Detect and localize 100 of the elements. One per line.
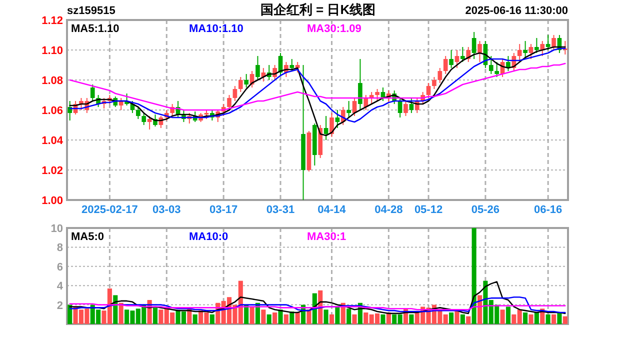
line-series bbox=[69, 281, 566, 314]
text: sz159515 bbox=[67, 5, 116, 17]
y-tick-label: 6 bbox=[56, 261, 63, 274]
candlestick bbox=[472, 32, 476, 60]
bar bbox=[562, 316, 568, 324]
candlestick bbox=[540, 40, 545, 56]
candlestick bbox=[488, 56, 494, 74]
y-tick-label: 8 bbox=[56, 242, 63, 254]
candlestick bbox=[238, 76, 243, 92]
candlestick bbox=[409, 98, 414, 114]
candlestick bbox=[227, 94, 232, 110]
candlestick bbox=[546, 34, 550, 50]
bar bbox=[477, 295, 482, 324]
x-tick-label: 2025-02-17 bbox=[82, 204, 138, 216]
bar bbox=[272, 312, 278, 324]
bar bbox=[523, 312, 528, 324]
bar bbox=[460, 314, 465, 324]
candlestick bbox=[272, 64, 277, 80]
bar bbox=[152, 306, 158, 324]
text: MA10:1.10 bbox=[189, 23, 244, 35]
candlestick bbox=[478, 40, 482, 62]
text: 2025-06-16 11:30:00 bbox=[465, 5, 568, 17]
text: MA30:1 bbox=[307, 231, 346, 243]
candlestick bbox=[90, 84, 95, 102]
candlestick bbox=[256, 56, 260, 80]
candlestick bbox=[244, 74, 248, 88]
candlestick bbox=[375, 88, 380, 102]
bar bbox=[261, 310, 266, 324]
bar bbox=[250, 306, 254, 324]
bar bbox=[546, 314, 550, 324]
candlestick bbox=[358, 58, 362, 110]
x-tick-label: 04-28 bbox=[374, 204, 403, 216]
x-tick-label: 04-14 bbox=[318, 204, 347, 216]
text: MA30:1.09 bbox=[307, 23, 362, 35]
candlestick bbox=[494, 62, 499, 78]
candlestick bbox=[147, 116, 152, 130]
bar bbox=[346, 308, 352, 324]
bar bbox=[534, 312, 539, 324]
candlestick bbox=[290, 58, 294, 72]
candlestick bbox=[460, 46, 465, 62]
bar bbox=[409, 314, 414, 324]
bar bbox=[295, 312, 300, 324]
candlestick bbox=[335, 110, 340, 128]
bar bbox=[192, 314, 198, 324]
y-tick-label: 1.02 bbox=[42, 165, 63, 177]
candlestick bbox=[454, 50, 460, 68]
bar bbox=[500, 310, 505, 324]
y-tick-label: 1.06 bbox=[42, 105, 63, 117]
x-tick-label: 05-26 bbox=[471, 204, 500, 216]
bar bbox=[551, 314, 556, 324]
candlestick bbox=[232, 86, 238, 102]
x-tick-label: 05-12 bbox=[414, 204, 443, 216]
y-tick-label: 1.04 bbox=[42, 135, 64, 147]
bar bbox=[324, 310, 328, 324]
chart-title: 国企红利 = 日K线图 bbox=[260, 2, 376, 17]
bar bbox=[329, 314, 334, 324]
candlestick bbox=[517, 44, 522, 62]
candlestick bbox=[432, 76, 436, 90]
candlestick bbox=[534, 38, 539, 54]
y-tick-label: 10 bbox=[50, 223, 63, 235]
y-tick-label: 1.10 bbox=[42, 45, 63, 57]
candlestick bbox=[136, 106, 140, 120]
x-tick-label: 03-31 bbox=[266, 204, 295, 216]
text: MA10:0 bbox=[189, 231, 228, 243]
candlestick bbox=[552, 34, 556, 50]
bar bbox=[528, 314, 534, 324]
candlestick bbox=[364, 94, 368, 110]
candlestick bbox=[330, 112, 334, 138]
candlestick bbox=[404, 100, 408, 116]
bar bbox=[449, 312, 454, 324]
bar bbox=[210, 314, 214, 324]
bar bbox=[466, 316, 471, 324]
candlestick bbox=[449, 50, 454, 68]
candlestick bbox=[438, 68, 442, 84]
text: MA5:0 bbox=[71, 231, 104, 243]
bar bbox=[278, 310, 283, 324]
candlestick bbox=[346, 100, 351, 118]
bar bbox=[506, 306, 510, 324]
candlestick bbox=[324, 116, 328, 140]
y-tick-label: 1.12 bbox=[42, 15, 63, 27]
line-series bbox=[69, 296, 566, 314]
bar bbox=[557, 312, 562, 324]
candlestick bbox=[142, 112, 146, 126]
candlestick bbox=[523, 40, 528, 60]
bar bbox=[284, 314, 288, 324]
text: MA5:1.10 bbox=[71, 23, 120, 35]
bar bbox=[335, 306, 340, 324]
x-tick-label: 06-16 bbox=[534, 204, 562, 216]
candlestick bbox=[68, 100, 72, 121]
bar bbox=[306, 310, 312, 324]
bar bbox=[472, 228, 476, 324]
y-tick-label: 2 bbox=[56, 300, 63, 312]
bar bbox=[380, 314, 386, 324]
x-tick-label: 03-17 bbox=[209, 204, 238, 216]
candlestick bbox=[426, 82, 431, 98]
bar bbox=[266, 314, 272, 324]
bar bbox=[352, 314, 357, 324]
y-tick-label: 1.00 bbox=[42, 195, 63, 207]
bar bbox=[118, 302, 124, 324]
x-tick-label: 03-03 bbox=[152, 204, 181, 216]
